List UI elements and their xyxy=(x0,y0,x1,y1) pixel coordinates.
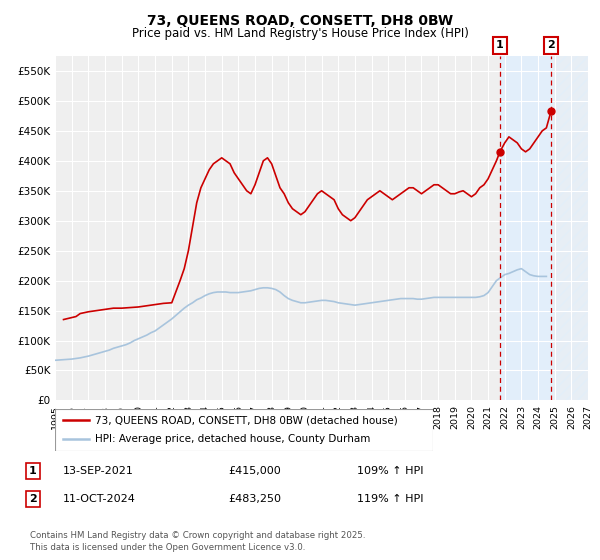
Text: This data is licensed under the Open Government Licence v3.0.: This data is licensed under the Open Gov… xyxy=(30,543,305,552)
Text: 2: 2 xyxy=(547,40,555,50)
Text: Contains HM Land Registry data © Crown copyright and database right 2025.: Contains HM Land Registry data © Crown c… xyxy=(30,531,365,540)
Text: 109% ↑ HPI: 109% ↑ HPI xyxy=(357,466,424,476)
Text: 11-OCT-2024: 11-OCT-2024 xyxy=(63,494,136,504)
Text: 73, QUEENS ROAD, CONSETT, DH8 0BW (detached house): 73, QUEENS ROAD, CONSETT, DH8 0BW (detac… xyxy=(95,415,398,425)
Text: Price paid vs. HM Land Registry's House Price Index (HPI): Price paid vs. HM Land Registry's House … xyxy=(131,27,469,40)
Text: HPI: Average price, detached house, County Durham: HPI: Average price, detached house, Coun… xyxy=(95,435,370,445)
FancyBboxPatch shape xyxy=(55,409,433,451)
Text: 1: 1 xyxy=(29,466,37,476)
Text: £483,250: £483,250 xyxy=(228,494,281,504)
Text: 1: 1 xyxy=(496,40,504,50)
Bar xyxy=(551,56,588,400)
Text: 119% ↑ HPI: 119% ↑ HPI xyxy=(357,494,424,504)
Bar xyxy=(500,56,551,400)
Text: 2: 2 xyxy=(29,494,37,504)
Text: 13-SEP-2021: 13-SEP-2021 xyxy=(63,466,134,476)
Text: £415,000: £415,000 xyxy=(228,466,281,476)
Text: 73, QUEENS ROAD, CONSETT, DH8 0BW: 73, QUEENS ROAD, CONSETT, DH8 0BW xyxy=(147,14,453,28)
